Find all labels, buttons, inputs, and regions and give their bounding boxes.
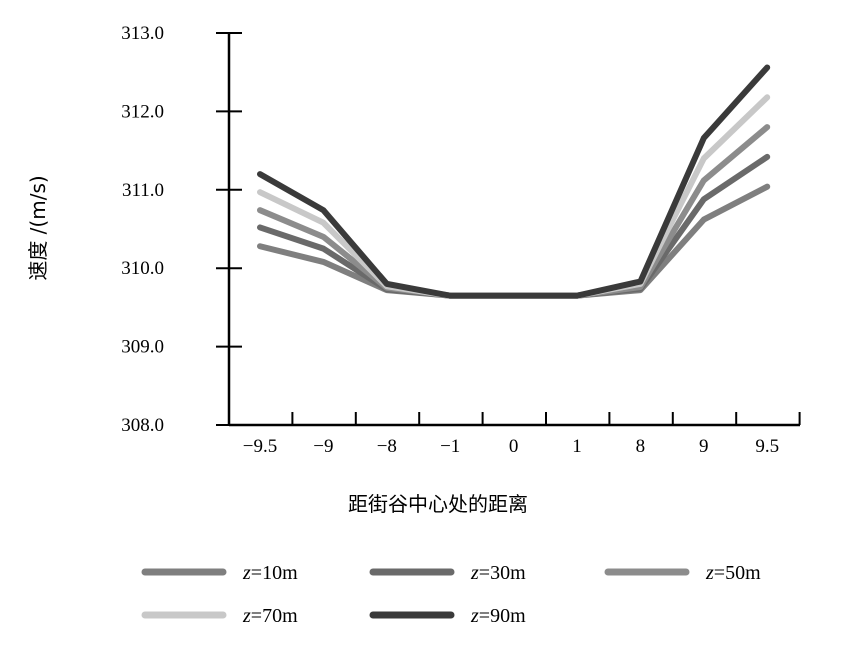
y-axis-label: 速度 /(m/s)	[26, 175, 50, 280]
series-line-90m	[257, 64, 771, 299]
x-tick-label: 9	[699, 436, 709, 457]
legend-label: z=30m	[470, 562, 526, 584]
legend-item: z=70m	[141, 605, 298, 627]
x-tick-label: 9.5	[755, 436, 779, 457]
x-tick-label: −9	[313, 436, 333, 457]
legend: z=10m z=30m z=50m z=70m z=90m	[141, 562, 761, 627]
y-tick-label: 312.0	[121, 101, 164, 122]
x-tick-label: −1	[440, 436, 460, 457]
legend-item: z=30m	[369, 562, 526, 584]
x-tick-label: 8	[636, 436, 646, 457]
legend-label: z=50m	[705, 562, 761, 584]
y-tick-label: 313.0	[121, 23, 164, 44]
axes: 308.0 309.0 310.0 311.0 312.0 313.0 −9.5 −9 −8 −1…	[121, 23, 801, 457]
legend-label: z=70m	[242, 605, 298, 627]
x-tick-label: −9.5	[243, 436, 277, 457]
legend-label: z=10m	[242, 562, 298, 584]
y-tick-label: 310.0	[121, 258, 164, 279]
x-tick-label: 0	[509, 436, 519, 457]
legend-item: z=10m	[141, 562, 298, 584]
legend-item: z=90m	[369, 605, 526, 627]
x-tick-label: −8	[377, 436, 397, 457]
x-tick-label: 1	[572, 436, 582, 457]
y-tick-label: 308.0	[121, 415, 164, 436]
series-lines	[257, 64, 771, 299]
y-tick-label: 311.0	[122, 180, 164, 201]
legend-label: z=90m	[470, 605, 526, 627]
x-axis-label: 距街谷中心处的距离	[348, 492, 528, 516]
legend-item: z=50m	[604, 562, 761, 584]
y-tick-label: 309.0	[121, 337, 164, 358]
